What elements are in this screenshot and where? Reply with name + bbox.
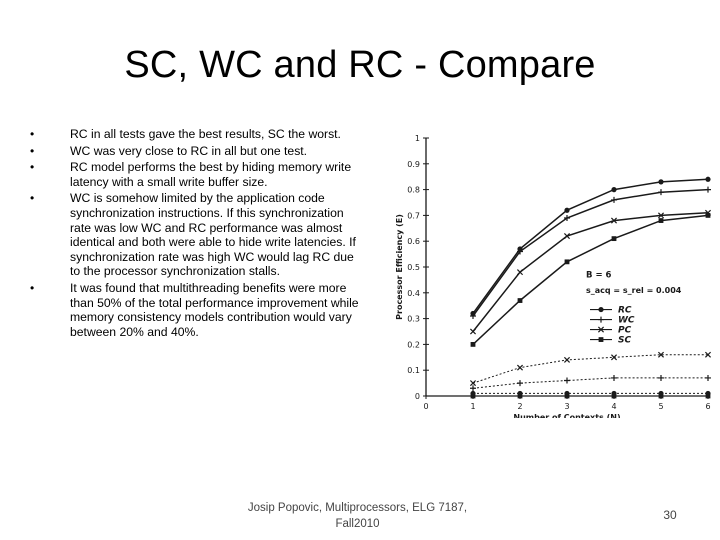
bullet-dot-icon: • <box>30 143 35 158</box>
data-point-plus <box>470 385 476 392</box>
data-point-plus <box>564 214 570 221</box>
data-point-plus <box>517 248 523 255</box>
data-point-cross <box>469 328 477 335</box>
bullet-dot-icon: • <box>30 280 35 295</box>
data-point-plus <box>470 313 476 320</box>
data-point-square <box>517 298 523 303</box>
data-point-square <box>470 342 476 347</box>
series-line-rc-upper <box>472 178 709 314</box>
y-tick-label: 0.4 <box>407 289 420 298</box>
data-point-dot <box>658 179 664 185</box>
data-point-plus <box>564 377 570 384</box>
annotation-s: s_acq = s_rel = 0.004 <box>586 286 682 295</box>
bullet-item: • WC was very close to RC in all but one … <box>30 144 360 159</box>
legend-label-sc: SC <box>618 336 631 346</box>
legend-label-pc: PC <box>618 326 632 336</box>
x-tick-label: 0 <box>423 402 428 411</box>
data-point-plus <box>611 196 617 203</box>
bullet-item: • RC model performs the best by hiding me… <box>30 160 360 189</box>
data-point-square <box>611 236 617 242</box>
legend-label-rc: RC <box>618 306 632 316</box>
data-point-square <box>705 213 711 218</box>
footer-text: Josip Popovic, Multiprocessors, ELG 7187… <box>247 502 468 530</box>
data-point-cross <box>657 212 665 219</box>
bullet-text: WC is somehow limited by the application… <box>70 191 356 279</box>
data-point-dot <box>598 306 604 313</box>
data-point-square <box>658 393 664 399</box>
data-point-square <box>658 218 664 223</box>
bullet-item: • RC in all tests gave the best results, … <box>30 127 360 142</box>
data-point-square <box>470 393 476 399</box>
y-axis-label: Processor Efficiency (E) <box>395 214 404 320</box>
annotation-b: B = 6 <box>586 270 612 280</box>
x-tick-label: 3 <box>564 402 569 411</box>
series-line-pc-lower <box>472 354 708 384</box>
series-line-wc-lower <box>472 377 708 389</box>
data-point-plus <box>598 316 604 323</box>
data-point-plus <box>705 374 711 381</box>
bullet-text: WC was very close to RC in all but one t… <box>70 143 308 158</box>
data-point-square <box>611 393 617 399</box>
x-axis-label: Number of Contexts (N) <box>513 413 620 418</box>
bullet-dot-icon: • <box>30 160 35 175</box>
bullet-dot-icon: • <box>30 191 35 206</box>
series-line-pc-upper <box>472 212 709 332</box>
x-tick-label: 4 <box>611 402 616 411</box>
x-tick-label: 2 <box>517 402 522 411</box>
page-number: 30 <box>663 508 677 522</box>
data-point-square <box>517 393 523 399</box>
bullet-dot-icon: • <box>30 127 35 141</box>
data-point-plus <box>658 374 664 381</box>
data-point-cross <box>516 269 524 276</box>
data-point-plus <box>705 186 711 193</box>
data-point-plus <box>517 380 523 387</box>
bullet-list: • RC in all tests gave the best results, … <box>30 127 360 341</box>
y-tick-label: 0.1 <box>407 366 420 375</box>
efficiency-chart-svg: 0 0.1 0.2 0.3 0.4 0.5 0.6 0.7 0.8 0.9 1 0 1 2 3 4 5 6 Numb… <box>395 134 712 422</box>
bullet-text: RC in all tests gave the best results, S… <box>70 127 341 141</box>
bullet-text: RC model performs the best by hiding mem… <box>70 160 352 189</box>
data-point-cross <box>563 356 571 363</box>
data-point-plus <box>658 189 664 196</box>
y-tick-label: 0.8 <box>407 186 420 195</box>
y-tick-label: 0.3 <box>407 315 420 324</box>
data-point-square <box>598 337 604 342</box>
legend-label-wc: WC <box>618 316 635 326</box>
series-line-sc-upper <box>472 214 709 345</box>
data-point-square <box>564 393 570 399</box>
data-point-cross <box>610 217 618 224</box>
data-point-dot <box>611 187 617 193</box>
x-tick-label: 5 <box>658 402 663 411</box>
data-point-cross <box>563 233 571 240</box>
data-point-cross <box>469 380 477 387</box>
data-point-cross <box>516 364 524 371</box>
data-point-cross <box>610 354 618 361</box>
y-tick-label: 0 <box>415 392 420 401</box>
x-tick-label: 1 <box>470 402 475 411</box>
y-tick-label: 1 <box>415 134 420 143</box>
data-point-plus <box>611 374 617 381</box>
data-point-square <box>564 259 570 265</box>
bullet-item: • It was found that multithreading benefi… <box>30 281 360 339</box>
y-tick-label: 0.5 <box>407 263 420 272</box>
y-tick-label: 0.9 <box>407 160 420 169</box>
y-tick-label: 0.7 <box>407 211 420 220</box>
data-point-dot <box>705 176 711 182</box>
data-point-cross <box>657 351 665 358</box>
y-tick-label: 0.6 <box>407 237 420 246</box>
data-point-square <box>705 393 711 399</box>
data-point-cross <box>704 351 712 358</box>
data-point-dot <box>564 207 570 213</box>
x-tick-label: 6 <box>705 402 710 411</box>
data-point-cross <box>597 326 605 333</box>
bullet-text: It was found that multithreading benefit… <box>70 280 359 339</box>
efficiency-chart: 0 0.1 0.2 0.3 0.4 0.5 0.6 0.7 0.8 0.9 1 0 1 2 3 4 5 6 Numb… <box>390 128 720 422</box>
slide-title: SC, WC and RC - Compare <box>124 44 596 86</box>
series-line-wc-upper <box>472 188 709 317</box>
y-tick-label: 0.2 <box>407 340 420 349</box>
bullet-item: • WC is somehow limited by the applicatio… <box>30 191 360 279</box>
